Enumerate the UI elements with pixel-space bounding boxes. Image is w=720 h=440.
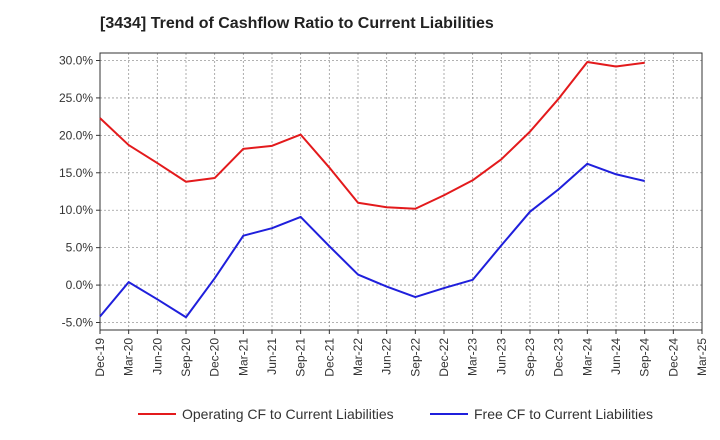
x-tick-label: Mar-25 [695,338,709,376]
x-tick-label: Jun-22 [380,338,394,375]
y-tick-label: 15.0% [59,166,93,180]
x-tick-label: Jun-21 [265,338,279,375]
x-tick-label: Mar-24 [580,338,594,376]
x-tick-label: Mar-21 [236,338,250,376]
y-tick-label: 25.0% [59,91,93,105]
x-tick-label: Sep-21 [294,338,308,377]
y-tick-label: 0.0% [66,278,94,292]
x-tick-label: Sep-23 [523,338,537,377]
x-tick-label: Sep-20 [179,338,193,377]
x-tick-label: Jun-24 [609,338,623,375]
x-tick-label: Dec-24 [666,338,680,377]
y-tick-label: 5.0% [66,241,94,255]
chart-title: [3434] Trend of Cashflow Ratio to Curren… [100,15,494,32]
x-tick-label: Dec-19 [93,338,107,377]
x-tick-label: Mar-22 [351,338,365,376]
x-tick-label: Mar-20 [122,338,136,376]
x-tick-label: Sep-22 [408,338,422,377]
series-line-1 [99,60,645,210]
series-lines [99,60,645,319]
y-tick-label: 20.0% [59,128,93,142]
x-tick-label: Dec-22 [437,338,451,377]
x-axis-ticks: Dec-19 Mar-20 Jun-20 Sep-20 Dec-20 Mar-21 Jun-… [93,330,709,377]
series-line-2 [99,162,645,319]
x-tick-label: Dec-21 [322,338,336,377]
legend-label-2: Free CF to Current Liabilities [474,406,653,422]
grid-lines [99,53,703,330]
legend-label-1: Operating CF to Current Liabilities [182,406,394,422]
legend: Operating CF to Current Liabilities Free … [138,406,653,422]
y-tick-label: -5.0% [62,316,94,330]
x-tick-label: Dec-20 [208,338,222,377]
x-tick-label: Mar-23 [466,338,480,376]
y-tick-label: 30.0% [59,53,93,67]
x-tick-label: Jun-23 [494,338,508,375]
y-tick-label: 10.0% [59,203,93,217]
x-tick-label: Dec-23 [552,338,566,377]
plot-frame [99,52,703,331]
x-tick-label: Jun-20 [150,338,164,375]
x-tick-label: Sep-24 [638,338,652,377]
y-axis-ticks: -5.0% 0.0% 5.0% 10.0% 15.0% 20.0% 25.0% 30.0% [59,53,100,330]
